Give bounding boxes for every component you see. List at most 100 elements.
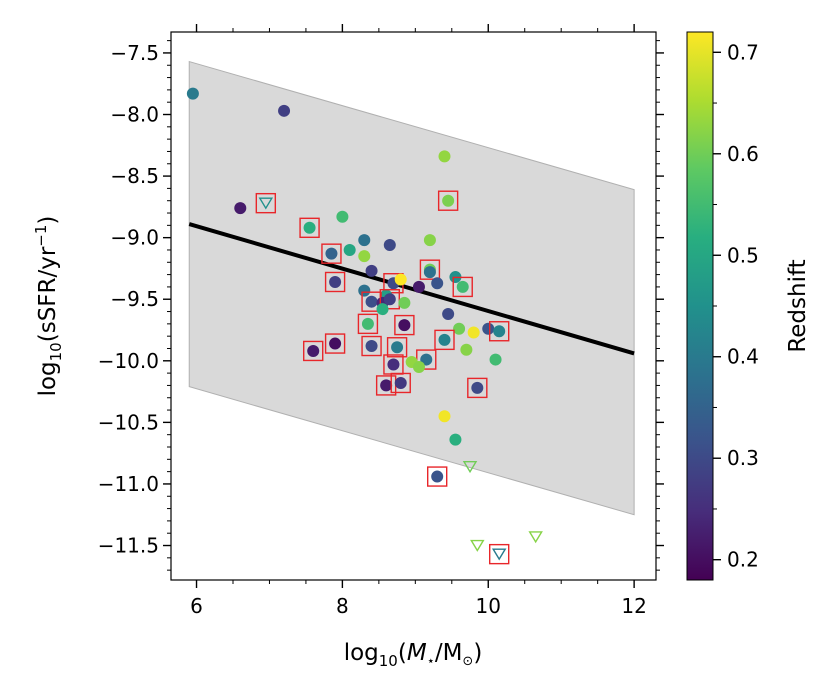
data-point <box>456 280 469 293</box>
data-point <box>453 322 466 335</box>
data-point <box>489 353 502 366</box>
point-marker-box <box>255 192 277 214</box>
point-marker-box <box>361 335 382 357</box>
data-point <box>365 264 378 277</box>
point-marker-box <box>324 271 346 293</box>
data-point <box>394 376 407 389</box>
data-point <box>358 234 371 247</box>
colorbar-tick-label: 0.6 <box>727 142 759 166</box>
data-point <box>412 360 425 373</box>
data-point <box>394 273 407 286</box>
data-point <box>365 340 378 353</box>
data-point <box>412 280 425 293</box>
data-point <box>303 221 316 234</box>
point-marker-box <box>488 321 510 342</box>
point-marker-box <box>488 543 510 565</box>
y-tick-label: −11.5 <box>98 534 159 558</box>
data-point <box>380 379 393 392</box>
x-tick-label: 10 <box>476 594 501 618</box>
data-point <box>423 234 436 247</box>
point-marker-box <box>299 217 320 239</box>
data-point <box>438 333 451 346</box>
y-tick-label: −10.0 <box>98 349 159 373</box>
x-axis: 6 8 10 12 <box>190 24 647 618</box>
data-point <box>460 343 473 356</box>
data-point <box>278 104 291 117</box>
x-tick-label: 12 <box>621 594 646 618</box>
point-marker-box <box>386 337 408 358</box>
data-point <box>431 470 444 483</box>
point-marker-box <box>379 289 400 310</box>
point-marker-box <box>452 276 473 298</box>
y-tick-label: −10.5 <box>98 410 159 434</box>
data-point <box>442 194 455 207</box>
colorbar-label: Redshift <box>785 259 811 352</box>
data-point <box>365 295 378 308</box>
point-marker-box <box>303 340 324 362</box>
upper-limit-marker <box>491 548 507 561</box>
colorbar-tick-label: 0.3 <box>727 446 759 470</box>
data-point <box>329 337 342 350</box>
data-point <box>329 275 342 288</box>
y-tick-label: −9.0 <box>110 226 159 250</box>
point-marker-box <box>390 372 411 394</box>
data-point <box>186 87 199 100</box>
data-point <box>383 239 396 252</box>
data-point <box>438 150 451 163</box>
point-marker-box <box>419 259 441 280</box>
point-marker-box <box>434 329 455 351</box>
y-axis-label: log10(sSFR/yr−1) <box>32 216 65 397</box>
data-point <box>387 358 400 371</box>
data-point <box>376 303 389 316</box>
point-marker-box <box>321 243 342 264</box>
data-point <box>423 266 436 279</box>
data-point <box>361 317 374 330</box>
points-layer <box>186 87 543 565</box>
y-tick-label: −7.5 <box>110 41 159 65</box>
upper-limit-marker <box>528 531 543 544</box>
data-point <box>493 325 506 338</box>
fit-line-layer <box>188 222 635 356</box>
upper-limit-marker <box>470 539 485 552</box>
data-point <box>398 319 411 332</box>
data-point <box>442 308 455 321</box>
plot-frame <box>170 31 657 581</box>
data-point <box>467 326 480 339</box>
point-marker-box <box>427 466 448 487</box>
colorbar-tick-label: 0.5 <box>727 243 759 267</box>
point-marker-box <box>437 190 459 211</box>
data-point <box>449 433 462 446</box>
data-point <box>482 322 495 335</box>
colorbar-tick-label: 0.4 <box>727 345 759 369</box>
data-point <box>420 353 433 366</box>
x-tick-label: 6 <box>190 594 203 618</box>
colorbar-tick-label: 0.2 <box>727 548 759 572</box>
colorbar-ticks: 0.2 0.3 0.4 0.5 0.6 0.7 <box>713 40 759 572</box>
x-tick-label: 8 <box>336 594 349 618</box>
upper-limit-marker <box>462 461 478 474</box>
data-point <box>383 293 396 306</box>
data-point <box>307 344 320 357</box>
x-axis-label: log10(M⋆/M⊙) <box>344 640 483 670</box>
point-marker-box <box>394 314 415 336</box>
point-marker-box <box>357 313 379 335</box>
point-marker-box <box>324 333 346 354</box>
y-tick-label: −8.0 <box>110 103 159 127</box>
data-point <box>391 341 404 354</box>
data-point <box>431 277 444 290</box>
upper-limit-marker <box>258 197 274 210</box>
colorbar <box>686 31 714 581</box>
point-marker-box <box>467 377 488 399</box>
y-tick-label: −8.5 <box>110 164 159 188</box>
colorbar-tick-label: 0.7 <box>727 40 759 64</box>
data-point <box>343 243 356 256</box>
y-tick-label: −11.0 <box>98 472 159 496</box>
data-point <box>471 381 484 394</box>
data-point <box>358 250 371 263</box>
data-point <box>398 296 411 309</box>
data-point <box>234 202 247 215</box>
data-point <box>336 210 349 223</box>
data-point <box>358 284 371 297</box>
fit-line <box>188 222 635 356</box>
